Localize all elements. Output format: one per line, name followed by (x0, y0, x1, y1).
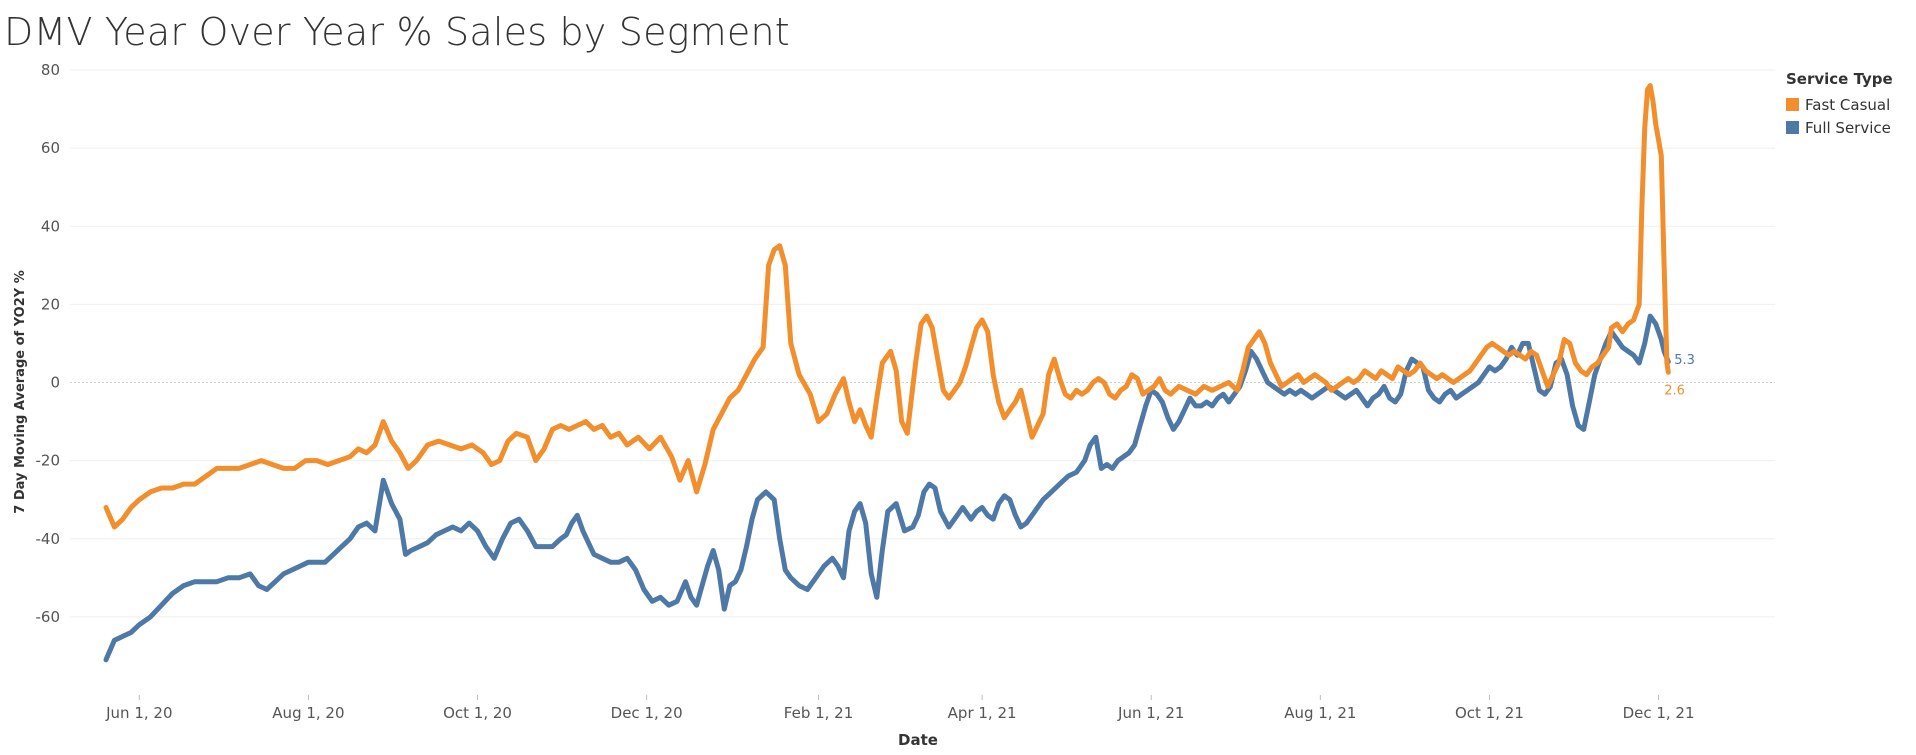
series-lines (103, 83, 1671, 663)
y-axis-ticks: 80 60 40 20 0 -20 -40 -60 (36, 61, 61, 626)
y-tick-label: 60 (41, 139, 60, 157)
y-tick-label: -60 (36, 608, 61, 626)
legend-label-fast-casual: Fast Casual (1805, 95, 1891, 114)
grid-lines (70, 69, 1775, 618)
x-tick-label: Dec 1, 20 (611, 704, 683, 722)
x-tick-label: Aug 1, 20 (272, 704, 344, 722)
x-axis-ticks: Jun 1, 20 Aug 1, 20 Oct 1, 20 Dec 1, 20 Feb … (105, 695, 1695, 722)
legend-label-full-service: Full Service (1805, 118, 1891, 137)
x-tick-label: Apr 1, 21 (948, 704, 1017, 722)
x-tick-label: Aug 1, 21 (1284, 704, 1356, 722)
end-label-full-service: 5.3 (1674, 353, 1695, 368)
end-label-fast-casual: 2.6 (1664, 383, 1685, 398)
y-tick-label: -40 (36, 530, 61, 548)
legend-swatch-fast-casual (1786, 98, 1799, 111)
legend-title: Service Type (1786, 70, 1893, 88)
y-tick-label: 40 (41, 217, 60, 235)
x-axis-label: Date (898, 731, 938, 749)
legend-item-fast-casual[interactable]: Fast Casual (1786, 93, 1893, 116)
y-tick-label: 20 (41, 295, 60, 313)
series-line-full-service[interactable] (103, 313, 1671, 663)
y-tick-label: -20 (36, 452, 61, 470)
legend-item-full-service[interactable]: Full Service (1786, 116, 1893, 139)
x-tick-label: Jun 1, 21 (1117, 704, 1184, 722)
x-tick-label: Oct 1, 21 (1455, 704, 1524, 722)
x-tick-label: Dec 1, 21 (1623, 704, 1695, 722)
end-labels: 2.6 5.3 (1664, 353, 1695, 399)
y-tick-label: 0 (50, 374, 60, 392)
chart-title: DMV Year Over Year % Sales by Segment (4, 10, 790, 54)
legend-swatch-full-service (1786, 121, 1799, 134)
x-tick-label: Oct 1, 20 (443, 704, 512, 722)
x-tick-label: Jun 1, 20 (105, 704, 172, 722)
series-line-fast-casual[interactable] (103, 83, 1671, 530)
y-tick-label: 80 (41, 61, 60, 79)
x-tick-label: Feb 1, 21 (784, 704, 854, 722)
y-axis-label: 7 Day Moving Average of YO2Y % (13, 270, 28, 513)
legend[interactable]: Service Type Fast Casual Full Service (1786, 70, 1893, 139)
